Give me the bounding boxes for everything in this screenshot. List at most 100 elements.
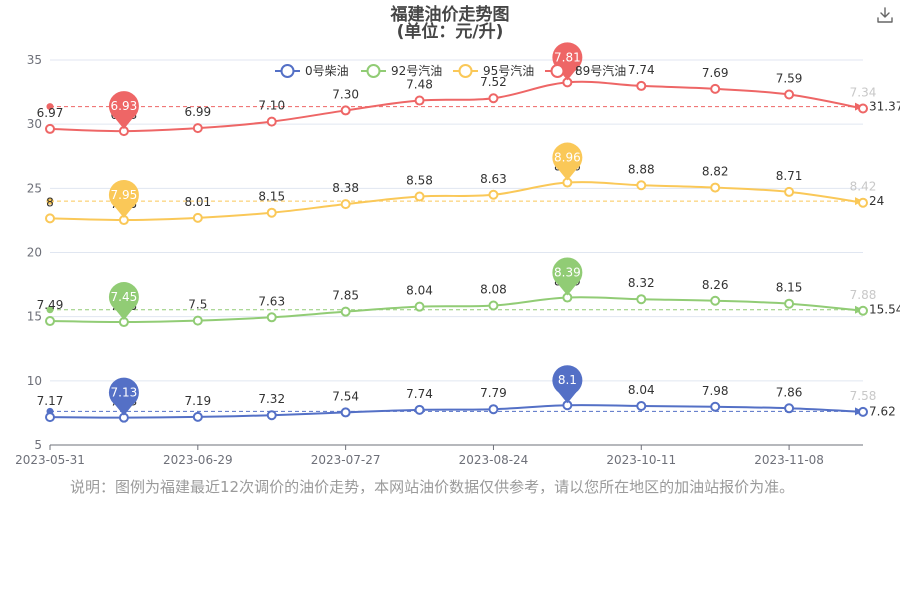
footnote: 说明：图例为福建最近12次调价的油价走势，本网站油价数据仅供参考，请以您所在地区… [70, 478, 795, 496]
min-pin-2-label: 7.95 [111, 188, 138, 202]
data-label-1-10: 8.15 [776, 281, 803, 295]
max-pin-0 [552, 365, 583, 396]
max-pin-1 [552, 257, 583, 288]
data-point-0-0 [45, 412, 55, 423]
data-label-1-6: 8.08 [480, 283, 507, 297]
data-point-2-11 [858, 197, 868, 208]
legend-marker-3 [550, 64, 565, 78]
min-pin-0 [108, 377, 139, 408]
data-label-0-9: 7.98 [702, 384, 729, 398]
data-point-2-10 [784, 186, 795, 197]
chart-title: 福建油价走势图 [390, 5, 510, 25]
data-label-2-3: 8.15 [258, 190, 285, 204]
min-pin-1 [108, 282, 139, 313]
data-label-3-6: 7.52 [480, 75, 507, 89]
data-label-2-10: 8.71 [776, 169, 803, 183]
x-tick-label: 2023-11-08 [754, 453, 824, 467]
data-label-3-11: 7.34 [850, 86, 877, 100]
legend-label-2: 95号汽油 [483, 63, 534, 78]
average-label-3: 31.37 [869, 100, 900, 114]
data-point-3-8 [636, 80, 647, 91]
data-point-3-6 [488, 93, 499, 104]
data-label-2-2: 8.01 [184, 195, 211, 209]
y-tick-label: 20 [27, 246, 42, 260]
data-point-1-6 [488, 300, 499, 311]
data-point-1-9 [710, 295, 721, 306]
data-label-1-9: 8.26 [702, 278, 729, 292]
series-layer [45, 77, 868, 423]
data-point-3-2 [192, 123, 203, 134]
min-pin-0-label: 7.13 [111, 386, 138, 400]
series-line-3 [49, 80, 864, 133]
data-point-0-8 [636, 400, 647, 411]
max-pin-2-label: 8.96 [554, 151, 581, 165]
data-label-1-3: 7.63 [258, 294, 285, 308]
series-line-2 [49, 181, 864, 222]
max-pin-2 [552, 142, 583, 173]
data-label-2-11: 8.42 [850, 180, 877, 194]
data-label-3-2: 6.99 [184, 105, 211, 119]
x-tick-label: 2023-10-11 [606, 453, 676, 467]
data-label-2-4: 8.38 [332, 181, 359, 195]
data-label-0-10: 7.86 [776, 385, 803, 399]
data-point-1-2 [192, 315, 203, 326]
max-pin-0-label: 8.1 [558, 373, 577, 387]
series-line-1 [49, 296, 864, 324]
data-point-2-9 [710, 182, 721, 193]
min-pin-3 [108, 91, 139, 122]
legend-marker-1 [366, 64, 381, 78]
data-point-1-8 [636, 294, 647, 305]
y-tick-label: 15 [27, 310, 42, 324]
series-line-0 [49, 404, 864, 419]
data-point-3-9 [710, 83, 721, 94]
data-point-1-3 [266, 312, 277, 323]
data-point-3-5 [414, 95, 425, 106]
data-point-2-5 [414, 191, 425, 202]
data-point-1-4 [340, 306, 351, 317]
x-tick-label: 2023-08-24 [459, 453, 529, 467]
data-point-0-2 [192, 411, 203, 422]
data-label-3-9: 7.69 [702, 66, 729, 80]
legend-marker-0 [280, 64, 295, 78]
data-label-3-8: 7.74 [628, 63, 655, 77]
average-label-0: 7.62 [869, 404, 896, 418]
data-label-0-2: 7.19 [184, 394, 211, 408]
label-layer: 7.62 7.17 7.13 7.19 7.32 7.54 7.74 7.79 8.1 8.04 7… [37, 59, 900, 418]
data-label-0-11: 7.58 [850, 389, 877, 403]
average-label-2: 24 [869, 194, 884, 208]
min-pin-3-label: 6.93 [111, 99, 138, 113]
data-label-0-0: 7.17 [37, 394, 64, 408]
data-label-1-8: 8.32 [628, 276, 655, 290]
x-tick-label: 2023-06-29 [163, 453, 233, 467]
average-label-1: 15.54 [869, 303, 900, 317]
data-point-0-9 [710, 401, 721, 412]
data-point-0-4 [340, 407, 351, 418]
legend-label-3: 89号汽油 [575, 63, 626, 78]
max-pin-3-label: 7.81 [554, 50, 581, 64]
data-point-1-0 [45, 316, 55, 327]
legend-label-0: 0号柴油 [305, 64, 349, 78]
download-icon[interactable] [876, 6, 894, 24]
data-label-0-6: 7.79 [480, 386, 507, 400]
data-point-3-4 [340, 105, 351, 116]
data-point-2-6 [488, 189, 499, 200]
y-tick-label: 5 [34, 438, 42, 452]
max-pin-1-label: 8.39 [554, 266, 581, 280]
data-point-1-11 [858, 305, 868, 316]
data-point-0-6 [488, 404, 499, 415]
data-point-3-3 [266, 116, 277, 127]
data-point-3-11 [858, 103, 868, 114]
legend-marker-2 [458, 64, 473, 78]
y-tick-label: 35 [27, 53, 42, 67]
chart-subtitle: (单位：元/升) [396, 22, 504, 42]
data-point-0-11 [858, 406, 868, 417]
data-point-2-4 [340, 199, 351, 210]
data-point-2-8 [636, 180, 647, 191]
y-tick-label: 10 [27, 374, 42, 388]
pin-layer: 8.1 7.13 8.39 7.45 8.96 7.95 7.81 6.93 [108, 42, 583, 416]
data-label-1-5: 8.04 [406, 284, 433, 298]
data-label-0-3: 7.32 [258, 392, 285, 406]
data-point-3-10 [784, 89, 795, 100]
